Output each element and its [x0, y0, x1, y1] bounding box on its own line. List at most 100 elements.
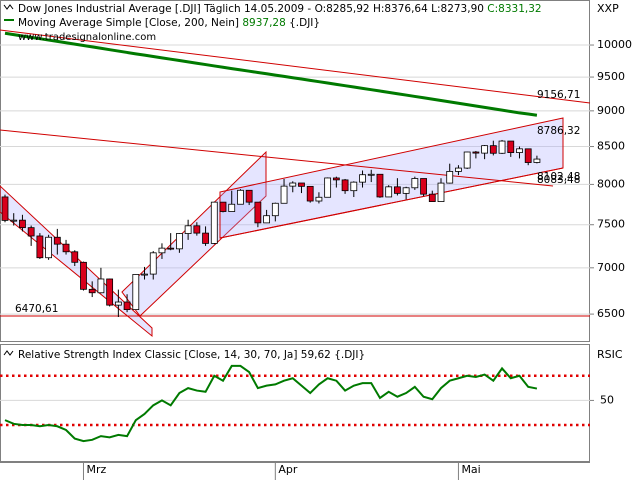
candle-body [228, 203, 236, 212]
candle-body [141, 273, 148, 276]
candle-body [463, 151, 471, 169]
candle-body [324, 177, 332, 198]
candle-body [437, 182, 445, 202]
ma-header: Moving Average Simple [Close, 200, Nein]… [18, 17, 320, 29]
annotation: 9156,71 [537, 89, 580, 101]
candle-body [106, 278, 114, 306]
candle-body [533, 158, 541, 163]
candle-body [202, 232, 209, 244]
watermark: www.tradesignalonline.com [18, 32, 156, 43]
candle-body [385, 186, 393, 198]
moving-average [4, 31, 538, 117]
candle-body [114, 301, 122, 306]
candle-body [376, 173, 384, 198]
candle-body [123, 301, 131, 311]
candle-body [45, 236, 52, 259]
candle-body [402, 187, 410, 194]
candle-body [332, 177, 340, 181]
candle-body [80, 261, 87, 290]
candle-body [289, 182, 297, 187]
candle-body [411, 178, 419, 189]
rsi-line [4, 364, 538, 443]
candle-body [516, 148, 523, 153]
candle-body [158, 247, 166, 254]
rsi-header: Relative Strength Index Classic [Close, … [18, 349, 365, 361]
y-tick-label: 8000 [597, 177, 625, 190]
quote: O:8285,92 H:8376,64 L:8273,90 [315, 3, 484, 15]
annotation: 8083,48 [537, 174, 580, 186]
price-header: Dow Jones Industrial Average [.DJI] Tägl… [18, 3, 542, 15]
candle-body [263, 215, 271, 224]
candle-body [507, 140, 515, 153]
axis-label: RSIC [597, 348, 623, 361]
candle-body [341, 179, 349, 192]
annotation: 6470,61 [15, 303, 58, 315]
candle-body [132, 274, 140, 311]
y-tick-label: 7000 [597, 261, 625, 274]
candle-body [472, 151, 480, 154]
candle-body [175, 233, 183, 250]
ma-value: 8937,28 [242, 17, 285, 29]
ma-source: {.DJI} [289, 17, 320, 29]
rsi-panel [0, 344, 590, 462]
trend-line [0, 129, 554, 187]
candle-body [306, 185, 314, 202]
legend-icon [3, 350, 14, 356]
x-tick-label: Mrz [86, 463, 106, 476]
candle-body [193, 225, 201, 234]
candle-body [19, 219, 26, 229]
y-tick-label: 6500 [597, 307, 625, 320]
candle-body [88, 288, 96, 294]
trend-line [0, 29, 591, 104]
x-tick-label: Mai [461, 463, 480, 476]
axis-label: XXP [597, 2, 619, 15]
y-tick-label: 8500 [597, 140, 625, 153]
candle-body [481, 145, 489, 154]
candle-body [36, 235, 44, 259]
candle-body [27, 227, 35, 237]
y-tick-label: 7500 [597, 218, 625, 231]
legend-icon [3, 4, 14, 10]
candle-body [271, 202, 279, 217]
candle-body [359, 174, 366, 183]
candle-body [219, 201, 227, 212]
rsi-title: Relative Strength Index Classic [Close, … [18, 349, 297, 361]
candle-body [167, 247, 175, 250]
annotation: 8102,48 [537, 171, 580, 183]
candle-body [524, 148, 532, 163]
candle-body [53, 236, 61, 245]
rsi-source: {.DJI} [334, 349, 365, 361]
candle-body [420, 178, 427, 195]
ma-name: Moving Average Simple [Close, 200, Nein] [18, 17, 239, 29]
candle-body [367, 173, 375, 176]
candle-body [245, 189, 253, 203]
candle-body [315, 196, 323, 202]
candle-body [489, 145, 497, 154]
candle-body [210, 201, 218, 244]
candle-body [237, 189, 244, 205]
period: Täglich 14.05.2009 - [203, 3, 311, 15]
x-tick-label: Apr [278, 463, 298, 476]
quote-close: C:8331,32 [487, 3, 541, 15]
candle-body [498, 140, 506, 154]
candle-body [393, 186, 401, 194]
rsi-value: 59,62 [301, 349, 331, 361]
candle-body [446, 171, 454, 184]
y-tick-label: 50 [600, 393, 614, 406]
candle-body [455, 167, 462, 172]
candle-body [149, 252, 157, 275]
annotation: 8786,32 [537, 125, 580, 137]
candle-body [350, 181, 358, 192]
candle-body [280, 185, 288, 204]
candle-body [184, 225, 192, 234]
candle-body [71, 251, 79, 263]
y-tick-label: 9500 [597, 70, 625, 83]
y-tick-label: 10000 [597, 38, 632, 51]
candle-body [1, 196, 9, 221]
y-tick-label: 9000 [597, 104, 625, 117]
candle-body [298, 182, 305, 187]
candle-body [97, 278, 105, 294]
candle-body [428, 193, 436, 202]
candle-body [10, 219, 18, 222]
